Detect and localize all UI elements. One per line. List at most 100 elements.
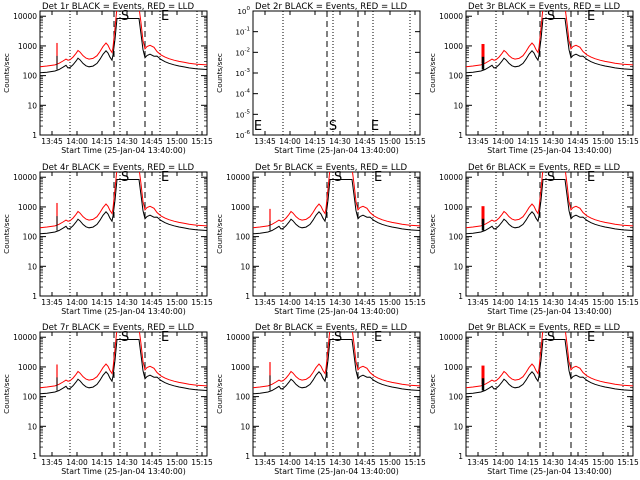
y-tick-label: 10-5 [235, 109, 250, 119]
panel-det-8: Det 8r BLACK = Events, RED = LLD 13:45 14:… [215, 323, 426, 476]
y-tick-label: 10000 [13, 173, 37, 182]
x-tick-label: 14:45 [141, 458, 163, 467]
y-tick-label: 100 [236, 233, 251, 242]
y-axis-label: Counts/sec [428, 214, 437, 254]
x-axis-label: Start Time (25-Jan-04 13:40:00) [487, 146, 612, 155]
x-tick-label: 13:45 [467, 458, 489, 467]
marker-label: S [547, 170, 555, 185]
y-tick-label: 100 [23, 72, 38, 81]
x-tick-label: 14:00 [279, 298, 301, 307]
y-tick-label: 1000 [444, 203, 463, 212]
marker-label: E [587, 170, 595, 185]
y-tick-label: 10-6 [235, 130, 250, 140]
series-events-black [466, 18, 633, 74]
marker-label: S [334, 170, 342, 185]
x-axis-label: Start Time (25-Jan-04 13:40:00) [274, 307, 399, 316]
marker-label: E [587, 330, 595, 345]
marker-label: E [161, 170, 169, 185]
marker-label: E [161, 9, 169, 24]
y-tick-label: 1000 [18, 203, 37, 212]
marker-label: S [547, 330, 555, 345]
x-tick-label: 15:00 [379, 137, 401, 146]
series-lld-red [253, 332, 420, 389]
x-tick-label: 14:00 [279, 458, 301, 467]
x-tick-label: 15:00 [592, 298, 614, 307]
panel-title: Det 5r BLACK = Events, RED = LLD [255, 163, 407, 173]
y-tick-label: 10 [27, 101, 37, 110]
y-tick-label: 10-1 [235, 27, 250, 37]
marker-label: S [121, 330, 129, 345]
y-axis-label: Counts/sec [215, 214, 224, 254]
series-lld-red [40, 11, 207, 68]
x-tick-label: 15:00 [592, 137, 614, 146]
x-tick-label: 15:15 [404, 298, 426, 307]
x-tick-label: 14:45 [141, 298, 163, 307]
y-tick-label: 10000 [13, 333, 37, 342]
series-events-black [40, 18, 207, 74]
x-axis-label: Start Time (25-Jan-04 13:40:00) [487, 307, 612, 316]
panel-title: Det 1r BLACK = Events, RED = LLD [42, 2, 194, 12]
series-lld-red [40, 172, 207, 229]
series-events-black [253, 179, 420, 235]
y-tick-label: 1000 [231, 203, 250, 212]
x-tick-label: 15:00 [379, 298, 401, 307]
x-tick-label: 14:15 [517, 298, 539, 307]
y-tick-label: 1 [458, 452, 463, 461]
x-tick-label: 14:30 [116, 298, 138, 307]
x-tick-label: 13:45 [254, 458, 276, 467]
plot-frame [39, 171, 208, 297]
panel-title: Det 9r BLACK = Events, RED = LLD [468, 323, 620, 333]
x-tick-label: 14:30 [329, 137, 351, 146]
x-tick-label: 15:00 [592, 458, 614, 467]
series-events-black [253, 339, 420, 395]
x-tick-label: 14:00 [492, 458, 514, 467]
x-tick-label: 14:15 [517, 137, 539, 146]
x-axis-label: Start Time (25-Jan-04 13:40:00) [274, 146, 399, 155]
x-tick-label: 13:45 [467, 298, 489, 307]
y-tick-label: 1 [245, 292, 250, 301]
y-tick-label: 1000 [18, 42, 37, 51]
x-tick-label: 15:15 [191, 137, 213, 146]
y-tick-label: 100 [23, 233, 38, 242]
plot-frame [39, 10, 208, 136]
x-tick-label: 14:30 [116, 137, 138, 146]
y-tick-label: 10000 [439, 333, 463, 342]
marker-label: E [374, 330, 382, 345]
x-tick-label: 15:15 [617, 298, 639, 307]
x-tick-label: 14:15 [91, 137, 113, 146]
x-tick-label: 14:00 [66, 137, 88, 146]
x-axis-label: Start Time (25-Jan-04 13:40:00) [274, 467, 399, 476]
x-tick-label: 14:15 [304, 137, 326, 146]
x-tick-label: 14:00 [66, 298, 88, 307]
x-tick-label: 14:45 [567, 458, 589, 467]
x-tick-label: 14:00 [492, 137, 514, 146]
y-tick-label: 100 [23, 393, 38, 402]
x-tick-label: 14:30 [542, 458, 564, 467]
x-tick-label: 14:45 [354, 137, 376, 146]
x-axis-label: Start Time (25-Jan-04 13:40:00) [61, 467, 186, 476]
plot-frame [252, 10, 421, 136]
y-tick-label: 10 [27, 262, 37, 271]
panel-title: Det 4r BLACK = Events, RED = LLD [42, 163, 194, 173]
x-tick-label: 14:30 [116, 458, 138, 467]
x-tick-label: 15:00 [379, 458, 401, 467]
panel-title: Det 3r BLACK = Events, RED = LLD [468, 2, 620, 12]
y-axis-label: Counts/sec [215, 374, 224, 414]
series-lld-red [253, 172, 420, 229]
x-tick-label: 14:15 [304, 298, 326, 307]
y-tick-label: 1000 [444, 42, 463, 51]
x-tick-label: 13:45 [41, 458, 63, 467]
y-tick-label: 1000 [231, 363, 250, 372]
x-tick-label: 14:15 [91, 458, 113, 467]
x-tick-label: 15:00 [166, 137, 188, 146]
x-tick-label: 15:15 [404, 137, 426, 146]
panel-title: Det 8r BLACK = Events, RED = LLD [255, 323, 407, 333]
